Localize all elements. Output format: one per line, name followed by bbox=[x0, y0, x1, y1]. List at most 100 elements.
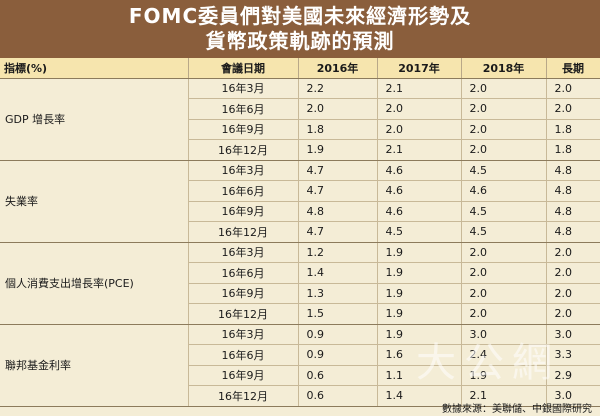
value-2017-cell: 1.9 bbox=[377, 324, 462, 345]
value-long-run-cell: 3.0 bbox=[546, 385, 600, 407]
table-row: 16年6月 2.0 2.0 2.0 2.0 bbox=[0, 98, 600, 120]
title-line-1: FOMC委員們對美國未來經濟形勢及 bbox=[128, 4, 472, 28]
value-2016-cell: 2.2 bbox=[298, 78, 378, 99]
header-indicator: 指標(%) bbox=[0, 58, 189, 79]
meeting-date-cell: 16年6月 bbox=[188, 180, 299, 202]
value-long-run-cell: 4.8 bbox=[546, 221, 600, 243]
value-2017-cell: 2.0 bbox=[377, 119, 462, 140]
meeting-date-cell: 16年3月 bbox=[188, 242, 299, 263]
header-2016: 2016年 bbox=[298, 58, 378, 79]
value-2017-cell: 1.6 bbox=[377, 344, 462, 366]
value-2018-cell: 2.0 bbox=[461, 98, 547, 120]
indicator-label: GDP 增長率 bbox=[0, 78, 189, 161]
indicator-label: 個人消費支出增長率(PCE) bbox=[0, 242, 189, 325]
value-2016-cell: 4.7 bbox=[298, 221, 378, 243]
value-2017-cell: 2.1 bbox=[377, 78, 462, 99]
header-row: 指標(%) 會議日期 2016年 2017年 2018年 長期 bbox=[0, 58, 600, 79]
meeting-date-cell: 16年9月 bbox=[188, 283, 299, 304]
table-row: 聯邦基金利率 16年3月 0.9 1.9 3.0 3.0 bbox=[0, 324, 600, 407]
table-row: 16年12月 1.9 2.1 2.0 1.8 bbox=[0, 139, 600, 161]
table-row: 16年9月 4.8 4.6 4.5 4.8 bbox=[0, 201, 600, 222]
value-2017-cell: 2.0 bbox=[377, 98, 462, 120]
value-long-run-cell: 2.0 bbox=[546, 78, 600, 99]
value-2016-cell: 2.0 bbox=[298, 98, 378, 120]
meeting-date-cell: 16年3月 bbox=[188, 160, 299, 181]
value-2017-cell: 1.9 bbox=[377, 303, 462, 325]
value-2016-cell: 4.7 bbox=[298, 180, 378, 202]
value-2016-cell: 0.6 bbox=[298, 385, 378, 407]
forecast-table: 指標(%) 會議日期 2016年 2017年 2018年 長期 GDP 增長率 1… bbox=[0, 58, 600, 407]
table-row: 16年12月 4.7 4.5 4.5 4.8 bbox=[0, 221, 600, 243]
value-2017-cell: 1.4 bbox=[377, 385, 462, 407]
value-2017-cell: 4.6 bbox=[377, 160, 462, 181]
table-row: 個人消費支出增長率(PCE) 16年3月 1.2 1.9 2.0 2.0 bbox=[0, 242, 600, 325]
value-2016-cell: 1.3 bbox=[298, 283, 378, 304]
value-2018-cell: 2.0 bbox=[461, 262, 547, 284]
table-row: 16年9月 0.6 1.1 1.9 2.9 bbox=[0, 365, 600, 386]
value-2017-cell: 4.5 bbox=[377, 221, 462, 243]
value-long-run-cell: 3.3 bbox=[546, 344, 600, 366]
title-line-2: 貨幣政策軌跡的預測 bbox=[205, 29, 395, 53]
value-2018-cell: 2.1 bbox=[461, 385, 547, 407]
value-2017-cell: 2.1 bbox=[377, 139, 462, 161]
meeting-date-cell: 16年9月 bbox=[188, 201, 299, 222]
meeting-date-cell: 16年12月 bbox=[188, 139, 299, 161]
value-long-run-cell: 2.0 bbox=[546, 242, 600, 263]
meeting-date-cell: 16年9月 bbox=[188, 119, 299, 140]
meeting-date-cell: 16年12月 bbox=[188, 303, 299, 325]
table-row: 失業率 16年3月 4.7 4.6 4.5 4.8 bbox=[0, 160, 600, 243]
table-row: 16年9月 1.3 1.9 2.0 2.0 bbox=[0, 283, 600, 304]
meeting-date-cell: 16年6月 bbox=[188, 344, 299, 366]
value-2018-cell: 2.0 bbox=[461, 303, 547, 325]
value-2018-cell: 3.0 bbox=[461, 324, 547, 345]
table-row: 16年6月 0.9 1.6 2.4 3.3 bbox=[0, 344, 600, 366]
value-2016-cell: 1.9 bbox=[298, 139, 378, 161]
watermark: 大公網 bbox=[416, 340, 560, 386]
value-2018-cell: 2.0 bbox=[461, 119, 547, 140]
table-row: 16年9月 1.8 2.0 2.0 1.8 bbox=[0, 119, 600, 140]
value-2018-cell: 4.5 bbox=[461, 221, 547, 243]
meeting-date-cell: 16年9月 bbox=[188, 365, 299, 386]
title-banner: FOMC委員們對美國未來經濟形勢及 貨幣政策軌跡的預測 bbox=[0, 0, 600, 58]
meeting-date-cell: 16年12月 bbox=[188, 221, 299, 243]
meeting-date-cell: 16年12月 bbox=[188, 385, 299, 407]
value-2018-cell: 2.4 bbox=[461, 344, 547, 366]
meeting-date-cell: 16年3月 bbox=[188, 324, 299, 345]
table-row: 16年6月 4.7 4.6 4.6 4.8 bbox=[0, 180, 600, 202]
value-long-run-cell: 2.0 bbox=[546, 303, 600, 325]
value-long-run-cell: 4.8 bbox=[546, 160, 600, 181]
value-2017-cell: 1.9 bbox=[377, 262, 462, 284]
value-long-run-cell: 2.0 bbox=[546, 262, 600, 284]
header-meeting-date: 會議日期 bbox=[188, 58, 299, 79]
value-2018-cell: 4.6 bbox=[461, 180, 547, 202]
value-long-run-cell: 1.8 bbox=[546, 139, 600, 161]
value-long-run-cell: 2.0 bbox=[546, 98, 600, 120]
meeting-date-cell: 16年6月 bbox=[188, 98, 299, 120]
value-2016-cell: 4.8 bbox=[298, 201, 378, 222]
value-2016-cell: 1.5 bbox=[298, 303, 378, 325]
value-long-run-cell: 2.0 bbox=[546, 283, 600, 304]
value-2016-cell: 0.6 bbox=[298, 365, 378, 386]
value-2016-cell: 4.7 bbox=[298, 160, 378, 181]
value-long-run-cell: 4.8 bbox=[546, 180, 600, 202]
meeting-date-cell: 16年3月 bbox=[188, 78, 299, 99]
header-2018: 2018年 bbox=[461, 58, 547, 79]
table-body: GDP 增長率 16年3月 2.2 2.1 2.0 2.0 16年6月 2.0 2.0 2.0 2.… bbox=[0, 78, 600, 407]
value-2018-cell: 4.5 bbox=[461, 201, 547, 222]
value-2016-cell: 1.4 bbox=[298, 262, 378, 284]
value-2018-cell: 2.0 bbox=[461, 139, 547, 161]
meeting-date-cell: 16年6月 bbox=[188, 262, 299, 284]
value-2017-cell: 1.9 bbox=[377, 242, 462, 263]
table-row: GDP 增長率 16年3月 2.2 2.1 2.0 2.0 bbox=[0, 78, 600, 161]
table-row: 16年6月 1.4 1.9 2.0 2.0 bbox=[0, 262, 600, 284]
value-2017-cell: 1.9 bbox=[377, 283, 462, 304]
value-2016-cell: 0.9 bbox=[298, 324, 378, 345]
indicator-label: 失業率 bbox=[0, 160, 189, 243]
value-2018-cell: 2.0 bbox=[461, 78, 547, 99]
value-2018-cell: 2.0 bbox=[461, 283, 547, 304]
value-long-run-cell: 2.9 bbox=[546, 365, 600, 386]
value-long-run-cell: 4.8 bbox=[546, 201, 600, 222]
value-2017-cell: 1.1 bbox=[377, 365, 462, 386]
indicator-label: 聯邦基金利率 bbox=[0, 324, 189, 407]
value-2018-cell: 4.5 bbox=[461, 160, 547, 181]
